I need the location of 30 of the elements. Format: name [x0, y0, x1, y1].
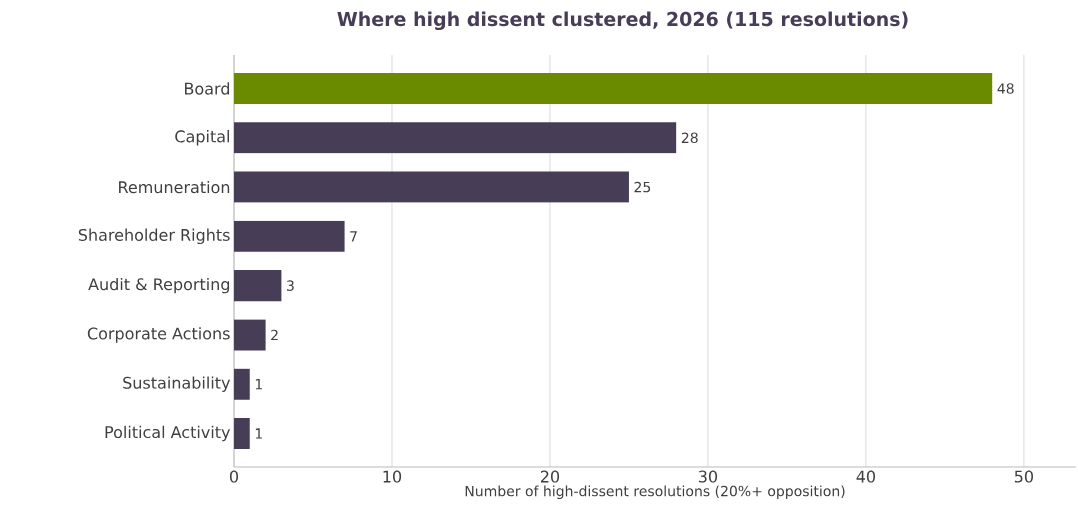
data-label: 2: [271, 329, 278, 341]
x-tick-label: 50: [1014, 470, 1033, 483]
bar: [234, 270, 282, 302]
x-tick-label: 30: [698, 470, 718, 483]
x-tick-label: 40: [856, 470, 876, 483]
y-tick-label: Remuneration: [119, 180, 230, 194]
bar: [234, 171, 629, 203]
bar: [234, 319, 266, 351]
y-tick-label: Shareholder Rights: [78, 228, 230, 245]
y-tick-label: Corporate Actions: [87, 327, 230, 343]
x-tick-label: 10: [383, 470, 402, 483]
data-label: 1: [255, 379, 262, 390]
data-label: 25: [634, 181, 651, 193]
bar: [234, 72, 993, 105]
chart-title: Where high dissent clustered, 2026 (115 resolutions): [337, 11, 908, 31]
bar: [234, 220, 345, 252]
bar: [234, 122, 677, 154]
data-label: 28: [681, 132, 698, 144]
x-tick-label: 20: [540, 470, 560, 483]
y-tick-label: Capital: [175, 130, 229, 146]
data-label: 1: [255, 428, 262, 439]
data-label: 48: [997, 83, 1014, 94]
x-tick-label: 0: [229, 470, 239, 483]
y-tick-label: Political Activity: [105, 425, 231, 442]
data-label: 7: [350, 231, 357, 242]
y-tick-label: Audit & Reporting: [88, 277, 230, 294]
y-tick-label: Board: [185, 82, 230, 95]
x-axis-title: Number of high-dissent resolutions (20%+ opposition): [465, 485, 845, 500]
data-label: 3: [287, 280, 294, 291]
y-tick-label: Sustainability: [123, 376, 231, 392]
